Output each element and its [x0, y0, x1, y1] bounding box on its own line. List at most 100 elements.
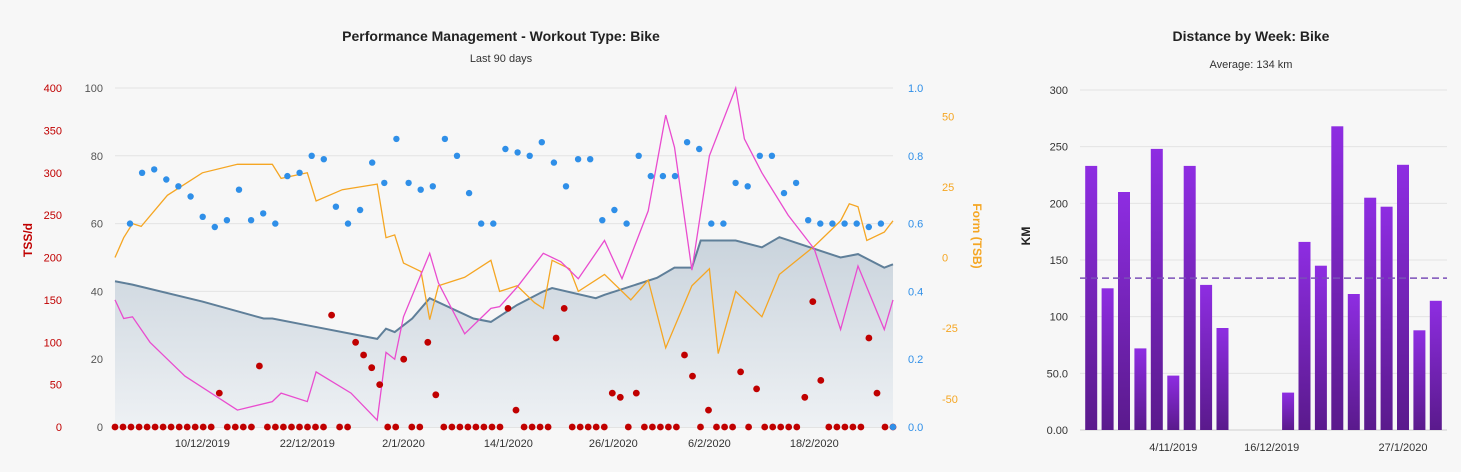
weekly-distance-bar [1200, 284, 1213, 430]
intensity-factor-dot [417, 186, 424, 193]
weekly-distance-bar [1429, 300, 1442, 430]
tss-dot [657, 423, 664, 431]
intensity-factor-dot [744, 183, 751, 190]
tss-dot [761, 423, 769, 431]
tss-dot [785, 423, 793, 431]
intensity-factor-dot [780, 189, 788, 197]
intensity-factor-dot [562, 183, 570, 190]
form-line [114, 163, 894, 354]
tss-dot [600, 423, 608, 431]
pmc-x-tick-label: 6/2/2020 [688, 438, 731, 450]
tss-dot [304, 423, 311, 431]
tss-dot [408, 423, 416, 431]
tss-dot [817, 377, 825, 384]
intensity-factor-dot [889, 423, 897, 431]
intensity-factor-dot [151, 166, 158, 173]
pmc-tick-labels: 4003503002502001501005001008060402001.00… [44, 83, 958, 450]
intensity-factor-dot [587, 156, 594, 163]
tss-dot [127, 423, 135, 431]
intensity-factor-dot [344, 220, 352, 227]
tss-dot [560, 305, 568, 312]
tss-dot [384, 423, 392, 431]
tss-tick-label: 200 [44, 253, 62, 265]
tss-dot [769, 423, 777, 431]
tss-dot [528, 423, 536, 431]
dist-y-tick-label: 100 [1050, 312, 1068, 324]
form-axis-title: Form (TSB) [970, 203, 984, 268]
tss-dot [416, 423, 424, 431]
fitness-tick-label: 40 [91, 286, 103, 298]
tss-dot [464, 423, 472, 431]
intensity-factor-dot [272, 220, 279, 227]
intensity-factor-dot [647, 172, 654, 180]
intensity-factor-dot [429, 183, 436, 190]
tss-dot [256, 362, 263, 370]
tss-dot [512, 406, 520, 414]
tss-dot [825, 423, 833, 431]
tss-tick-label: 50 [50, 380, 62, 392]
tss-dot [865, 334, 873, 342]
weekly-distance-bar [1347, 294, 1360, 430]
intensity-factor-dot [211, 223, 218, 231]
tss-dot [143, 423, 151, 431]
tss-dot [199, 423, 207, 431]
tss-dot [207, 423, 215, 431]
tss-dot [568, 423, 576, 431]
tss-dot [649, 423, 656, 431]
intensity-factor-dot [502, 145, 509, 153]
weekly-distance-bar [1397, 164, 1409, 431]
tss-dot [175, 423, 183, 431]
tss-dot [135, 423, 143, 431]
tss-dot [745, 423, 752, 431]
dist-y-tick-label: 200 [1050, 198, 1068, 210]
tss-dot [456, 423, 464, 431]
dist-y-tick-label: 250 [1050, 142, 1068, 154]
tss-dot [352, 338, 359, 346]
tss-dot [673, 423, 680, 431]
intensity-factor-tick-label: 0.0 [908, 422, 923, 434]
dist-bars [1080, 126, 1447, 431]
intensity-factor-dot [611, 206, 618, 214]
tss-dot [312, 423, 319, 431]
fitness-area [114, 236, 894, 427]
tss-dot [215, 389, 223, 397]
tss-dot [167, 423, 175, 431]
fitness-tick-label: 80 [91, 151, 103, 163]
intensity-factor-dot [369, 159, 376, 166]
tss-dot [544, 423, 552, 431]
tss-dot [392, 423, 400, 431]
pmc-x-tick-label: 26/1/2020 [589, 438, 638, 450]
form-tick-label: 25 [942, 182, 954, 194]
weekly-distance-bar [1118, 192, 1130, 430]
tss-dot [681, 351, 688, 359]
tss-dot [536, 423, 544, 431]
tss-dot [424, 338, 432, 346]
tss-dot [111, 423, 119, 431]
tss-dot [264, 423, 271, 431]
fitness-tick-label: 20 [91, 354, 103, 366]
dist-y-tick-label: 0.00 [1047, 425, 1068, 437]
intensity-factor-tick-label: 0.2 [908, 354, 923, 366]
intensity-factor-dot [574, 156, 582, 163]
weekly-distance-bar [1085, 165, 1098, 430]
tss-dot [288, 423, 295, 431]
tss-dot [713, 423, 720, 431]
tss-dot [584, 423, 592, 431]
tss-dot [223, 423, 231, 431]
dist-x-tick-label: 27/1/2020 [1379, 442, 1428, 454]
intensity-factor-dot [163, 176, 170, 183]
intensity-factor-dot [308, 152, 315, 159]
intensity-factor-tick-label: 0.4 [908, 286, 923, 298]
tss-dot [488, 423, 496, 431]
intensity-factor-dot [187, 193, 194, 200]
tss-dot [480, 423, 488, 431]
pmc-x-tick-label: 10/12/2019 [175, 438, 230, 450]
performance-management-chart: Performance Management - Workout Type: B… [21, 28, 984, 450]
intensity-factor-dot [817, 220, 824, 227]
intensity-factor-dot [453, 152, 461, 159]
pmc-x-tick-label: 2/1/2020 [382, 438, 425, 450]
tss-dot [151, 423, 159, 431]
tss-dot [689, 372, 696, 380]
intensity-factor-dot [478, 220, 485, 227]
intensity-factor-dot [683, 139, 691, 146]
